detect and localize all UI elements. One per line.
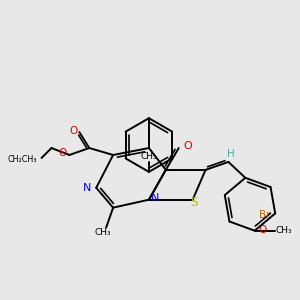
Text: CH₃: CH₃ — [275, 226, 292, 235]
Text: CH₃: CH₃ — [141, 152, 157, 161]
Text: O: O — [69, 126, 77, 136]
Text: CH₂CH₃: CH₂CH₃ — [7, 155, 37, 164]
Text: CH₃: CH₃ — [95, 228, 112, 237]
Text: N: N — [151, 193, 159, 203]
Text: O: O — [259, 225, 267, 235]
Text: O: O — [58, 148, 66, 158]
Text: Br: Br — [259, 210, 270, 220]
Text: H: H — [226, 149, 234, 159]
Text: S: S — [190, 196, 197, 209]
Text: O: O — [184, 141, 193, 151]
Text: N: N — [83, 183, 91, 193]
